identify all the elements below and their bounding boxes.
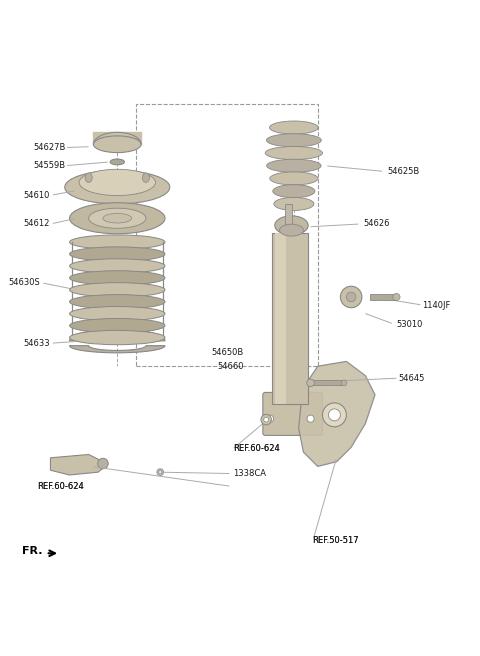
Bar [285,204,292,232]
Ellipse shape [70,306,165,321]
Ellipse shape [393,293,400,300]
Text: REF.60-624: REF.60-624 [37,482,84,491]
Ellipse shape [70,271,165,285]
Text: 54645: 54645 [398,374,424,382]
Ellipse shape [341,380,347,386]
Text: REF.60-624: REF.60-624 [233,443,279,453]
Bar [370,294,396,300]
Text: 54625B: 54625B [387,167,419,176]
Text: REF.50-517: REF.50-517 [312,536,359,545]
Polygon shape [299,361,375,466]
Ellipse shape [79,169,156,195]
Text: 54660: 54660 [217,361,244,371]
Bar [136,104,318,366]
Text: REF.60-624: REF.60-624 [37,482,84,491]
Ellipse shape [270,172,318,185]
Text: 1140JF: 1140JF [422,300,450,310]
Text: 54650B: 54650B [212,348,244,358]
Ellipse shape [103,213,132,223]
Text: 54612: 54612 [23,220,49,228]
Ellipse shape [85,173,92,182]
Ellipse shape [266,159,321,173]
Polygon shape [50,455,108,475]
Ellipse shape [110,159,124,165]
Ellipse shape [70,318,165,333]
Ellipse shape [70,259,165,273]
Text: REF.50-517: REF.50-517 [312,536,359,545]
Ellipse shape [264,417,269,422]
Bar [275,232,286,404]
Text: REF.60-624: REF.60-624 [233,443,279,453]
Ellipse shape [70,331,165,344]
Polygon shape [70,329,165,341]
Ellipse shape [279,224,303,236]
FancyBboxPatch shape [263,392,323,436]
Text: 54630S: 54630S [8,278,40,287]
Ellipse shape [70,235,165,249]
Ellipse shape [266,134,321,147]
Ellipse shape [89,208,146,228]
Text: 53010: 53010 [396,319,423,329]
Text: 54627B: 54627B [33,143,66,152]
Ellipse shape [328,409,340,421]
Ellipse shape [159,471,162,474]
Text: 54559B: 54559B [34,161,66,170]
Ellipse shape [323,403,347,427]
Ellipse shape [157,469,164,476]
Ellipse shape [273,184,315,197]
Ellipse shape [347,292,356,302]
Polygon shape [70,346,165,353]
Ellipse shape [274,197,314,211]
Ellipse shape [307,379,314,386]
Bar [272,232,308,404]
Ellipse shape [270,121,318,134]
Ellipse shape [70,247,165,261]
Ellipse shape [94,136,141,153]
Ellipse shape [340,286,362,308]
Ellipse shape [265,146,323,159]
Ellipse shape [98,459,108,469]
Ellipse shape [65,171,170,204]
Text: FR.: FR. [22,546,42,556]
Ellipse shape [70,295,165,309]
Ellipse shape [70,283,165,297]
Text: 54610: 54610 [23,191,49,200]
Ellipse shape [275,216,308,235]
Text: 54626: 54626 [363,220,390,228]
Ellipse shape [70,203,165,234]
Text: 1338CA: 1338CA [233,469,266,478]
Ellipse shape [266,415,274,422]
Ellipse shape [307,415,314,422]
Ellipse shape [143,173,149,182]
Ellipse shape [261,415,271,425]
Text: 54633: 54633 [23,338,49,348]
Bar [313,380,342,385]
